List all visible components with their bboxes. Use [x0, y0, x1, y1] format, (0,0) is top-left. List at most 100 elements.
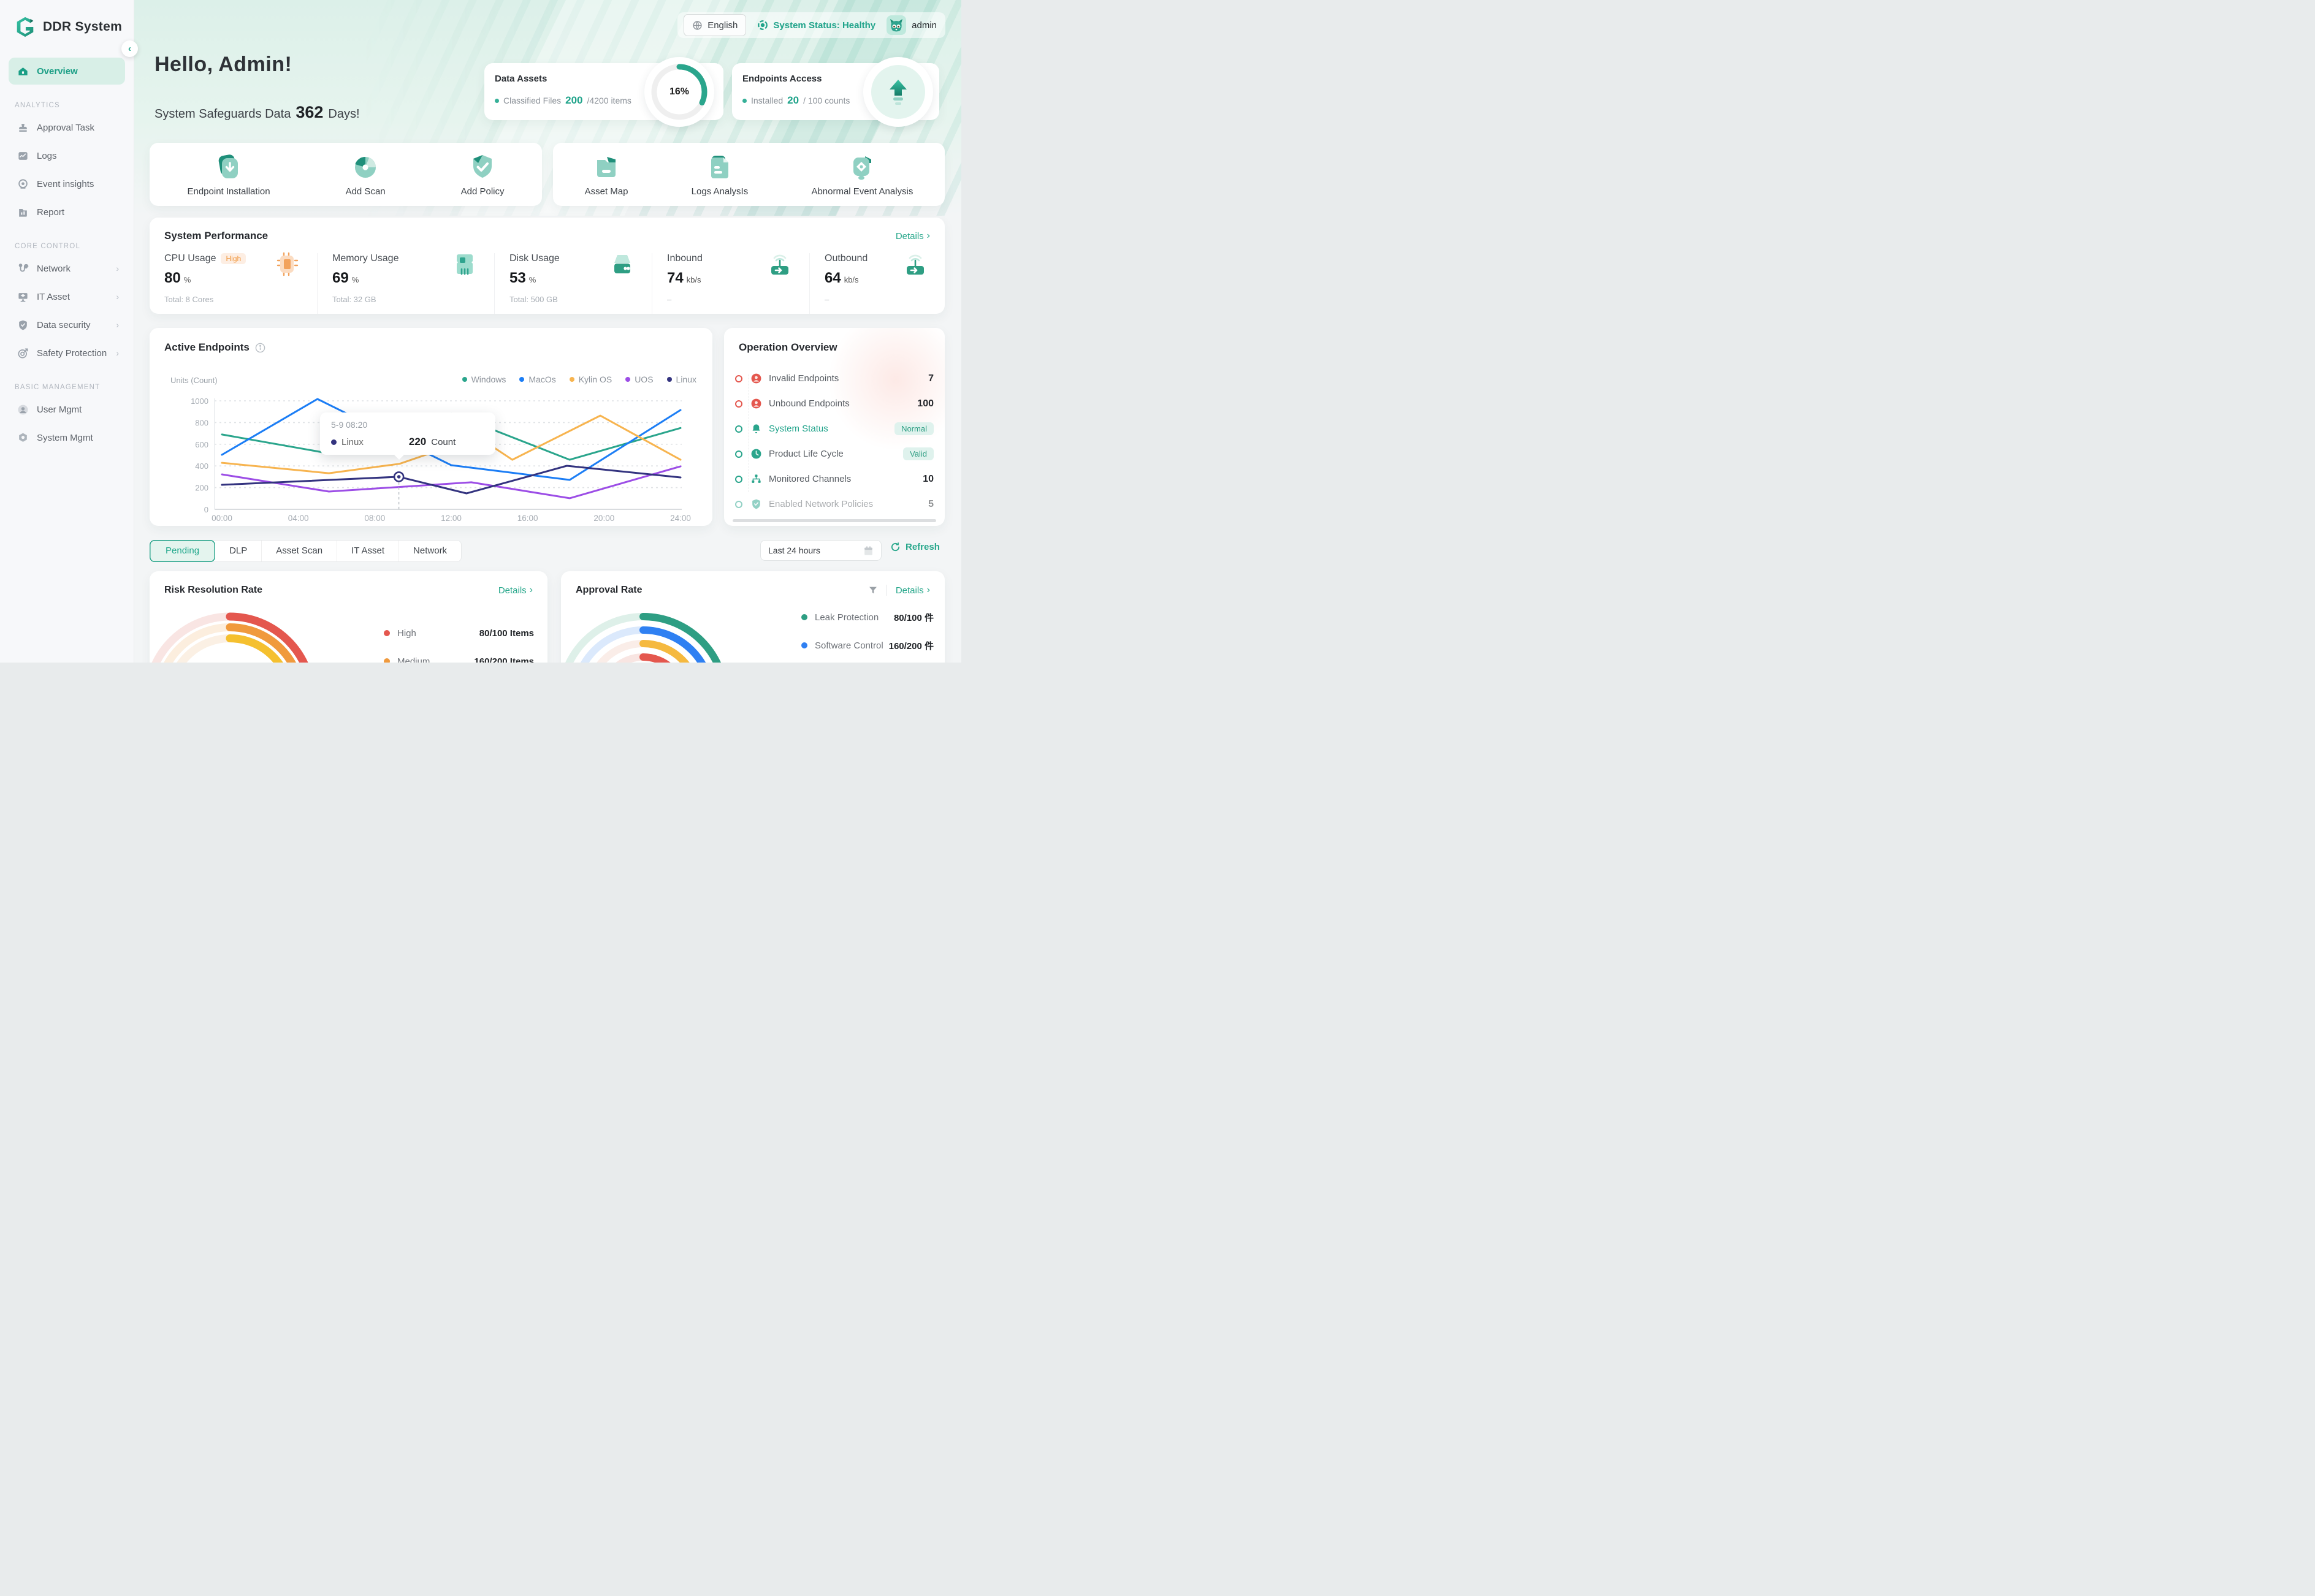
chevron-right-icon: › [116, 320, 119, 330]
report-icon [17, 207, 29, 218]
sidebar-item-system-mgmt[interactable]: System Mgmt [9, 424, 125, 451]
chevron-right-icon: › [116, 348, 119, 358]
sidebar-item-it-asset[interactable]: IT Asset › [9, 283, 125, 310]
time-range-select[interactable]: Last 24 hours [760, 540, 882, 561]
tab-it-asset[interactable]: IT Asset [337, 541, 400, 561]
performance-details-link[interactable]: Details › [896, 230, 930, 241]
sidebar-item-event-insights[interactable]: Event insights [9, 170, 125, 197]
active-endpoints-title: Active Endpoints [164, 341, 250, 353]
sidebar-item-logs[interactable]: Logs [9, 142, 125, 169]
info-icon[interactable] [255, 343, 265, 353]
tooltip-time: 5-9 08:20 [331, 420, 368, 430]
metric-disk-usage: Disk Usage 53% Total: 500 GB [494, 253, 652, 314]
overview-row-enabled-network-policies[interactable]: Enabled Network Policies 5 [735, 492, 934, 517]
overview-row-system-status[interactable]: System Status Normal [735, 416, 934, 441]
sidebar-item-data-security[interactable]: Data security › [9, 311, 125, 338]
risk-details-link[interactable]: Details › [498, 585, 533, 596]
metric-total: Total: 500 GB [509, 295, 558, 304]
svg-text:600: 600 [195, 440, 208, 449]
donut-ring-ring4 [598, 653, 688, 663]
house-icon [17, 66, 29, 77]
legend-label: Windows [471, 374, 506, 384]
metric-unit: kb/s [686, 275, 701, 284]
sidebar-item-overview[interactable]: Overview [9, 58, 125, 85]
header: English System Status: Healthy admin [677, 12, 945, 38]
approval-details-link[interactable]: Details › [896, 585, 930, 596]
tab-network[interactable]: Network [413, 545, 448, 556]
timeline-dot [735, 500, 742, 508]
legend-item-software-control: Software Control 160/200 件 [801, 631, 934, 659]
metric-label: Memory Usage [332, 253, 399, 264]
sidebar-item-approval-task[interactable]: Approval Task [9, 114, 125, 141]
user-icon [17, 404, 29, 416]
legend-dot [519, 377, 525, 382]
legend-item-uos[interactable]: UOS [625, 374, 654, 384]
sidebar-collapse-button[interactable]: ‹ [121, 40, 138, 57]
tab-asset-scan[interactable]: Asset Scan [262, 541, 338, 561]
quick-action-add-scan[interactable]: Add Scan [346, 153, 386, 197]
chevron-right-icon: › [116, 292, 119, 302]
sidebar-item-label: User Mgmt [37, 404, 82, 415]
overview-label: Enabled Network Policies [769, 499, 874, 509]
legend-label: UOS [635, 374, 654, 384]
quick-action-logs-analysis[interactable]: Logs AnalysIs [692, 153, 748, 197]
horizontal-scrollbar[interactable] [733, 519, 936, 522]
legend-item-linux[interactable]: Linux [666, 374, 696, 384]
app-logo-icon [13, 15, 37, 39]
overview-row-monitored-channels[interactable]: Monitored Channels 10 [735, 466, 934, 492]
svg-text:16:00: 16:00 [517, 514, 538, 523]
quick-action-endpoint-installation[interactable]: Endpoint Installation [187, 153, 270, 197]
quick-action-asset-map[interactable]: Asset Map [585, 153, 628, 197]
filter-funnel-icon[interactable] [868, 585, 878, 595]
metric-label: Inbound [667, 253, 703, 264]
overview-row-unbound-endpoints[interactable]: Unbound Endpoints 100 [735, 391, 934, 416]
user-menu[interactable]: admin [887, 15, 937, 35]
details-label: Details [895, 585, 924, 596]
sidebar-item-safety-protection[interactable]: Safety Protection › [9, 340, 125, 367]
safety-icon [17, 348, 29, 359]
sidebar-section-analytics: ANALYTICS [15, 102, 60, 109]
metric-outbound: Outbound 64 kb/s – [809, 253, 945, 314]
tab-dlp[interactable]: DLP [215, 541, 262, 561]
chart-units-label: Units (Count) [170, 376, 218, 385]
risk-resolution-card: Risk Resolution Rate Details › High 80/10… [150, 571, 547, 663]
legend-item-kylin-os[interactable]: Kylin OS [569, 374, 612, 384]
bell-icon [750, 423, 762, 435]
quick-action-label: Add Policy [460, 186, 505, 197]
legend-item-macos[interactable]: MacOs [519, 374, 556, 384]
quick-action-add-policy[interactable]: Add Policy [460, 153, 505, 197]
sidebar-item-user-mgmt[interactable]: User Mgmt [9, 396, 125, 423]
overview-row-product-life-cycle[interactable]: Product Life Cycle Valid [735, 441, 934, 466]
endpoints-access-total: / 100 counts [803, 96, 850, 105]
quick-action-abnormal-event-analysis[interactable]: Abnormal Event Analysis [811, 153, 913, 197]
sitemap-icon [750, 473, 762, 485]
globe-icon [692, 20, 703, 31]
overview-row-invalid-endpoints[interactable]: Invalid Endpoints 7 [735, 366, 934, 391]
endpoints-access-arrow-badge [863, 57, 933, 127]
system-status-chip[interactable]: System Status: Healthy [757, 20, 875, 31]
bullet-dot [742, 98, 747, 103]
donut-ring-low [166, 634, 294, 663]
tab-pending[interactable]: Pending [150, 540, 216, 562]
hero-greeting: Hello, Admin! [154, 53, 292, 76]
hero-days-count: 362 [296, 103, 324, 121]
metric-value: 74 [667, 270, 684, 286]
svg-text:08:00: 08:00 [364, 514, 385, 523]
metric-total: – [667, 295, 672, 304]
metric-value: 53 [509, 270, 526, 286]
details-label: Details [498, 585, 527, 596]
endpoint-install-icon [215, 153, 243, 181]
refresh-button[interactable]: Refresh [890, 542, 940, 552]
legend-item-windows[interactable]: Windows [462, 374, 506, 384]
metric-memory-usage: Memory Usage 69% Total: 32 GB [317, 253, 494, 314]
sidebar-item-network[interactable]: Network › [9, 255, 125, 282]
language-button[interactable]: English [684, 14, 747, 36]
language-label: English [707, 20, 738, 31]
metric-badge: High [221, 253, 246, 264]
data-assets-value: 200 [565, 94, 583, 106]
tooltip-series-name: Linux [341, 436, 364, 447]
sidebar-item-report[interactable]: Report [9, 199, 125, 226]
legend-label: Leak Protection [815, 612, 879, 623]
svg-text:12:00: 12:00 [441, 514, 462, 523]
approval-legend: Leak Protection 80/100 件 Software Control 1… [801, 603, 934, 659]
